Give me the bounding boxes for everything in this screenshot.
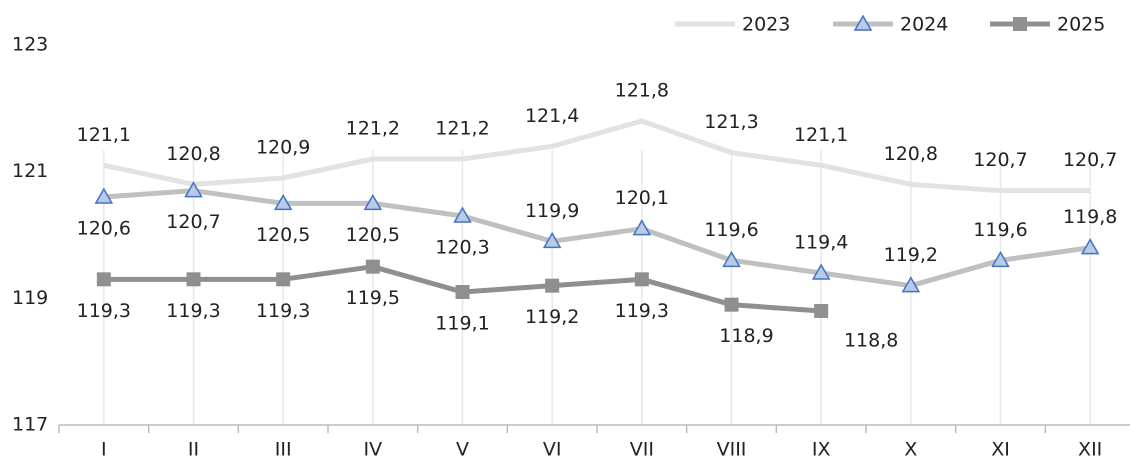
data-label: 120,5 [256,224,310,246]
data-label: 121,2 [435,118,489,140]
marker [365,259,380,274]
data-label: 120,9 [256,137,310,159]
data-label: 121,2 [346,118,400,140]
marker [814,304,829,318]
y-tick-label: 117 [12,414,48,436]
x-tick-label: IV [364,439,383,459]
x-tick-label: III [275,439,292,459]
marker [542,231,562,249]
data-label: 119,6 [973,219,1027,241]
data-label: 119,4 [794,232,848,254]
marker [186,272,201,287]
marker [455,285,470,299]
data-label: 119,3 [166,300,220,322]
x-tick-label: XII [1078,439,1102,459]
marker [184,181,203,198]
marker [722,250,741,268]
data-label: 118,8 [844,330,898,352]
y-tick-label: 119 [12,287,48,309]
data-label: 118,9 [719,325,773,347]
data-label: 120,8 [166,143,220,165]
data-label: 120,5 [346,224,400,246]
marker [632,219,652,236]
marker [545,278,560,293]
marker [991,250,1010,268]
marker [811,263,831,280]
marker [453,206,472,223]
legend-label: 2024 [900,14,948,36]
data-label: 119,2 [884,244,938,266]
data-label: 119,5 [346,287,400,309]
marker [1013,17,1027,31]
legend-label: 2023 [742,14,790,36]
series-line [103,188,1091,289]
data-label: 119,3 [615,300,669,322]
data-label: 120,6 [77,218,131,240]
marker [96,272,111,287]
data-label: 119,1 [435,313,489,335]
data-label: 120,1 [615,187,669,209]
data-label: 121,1 [77,124,131,146]
marker [276,272,291,287]
data-label: 119,2 [525,306,579,328]
marker [363,193,383,211]
data-label: 121,8 [615,80,669,102]
marker [1080,238,1100,255]
x-tick-label: IX [812,439,831,459]
y-tick-label: 123 [12,34,48,56]
data-label: 120,3 [435,237,489,259]
legend-label: 2025 [1057,14,1105,36]
data-label: 120,7 [973,149,1027,171]
marker [724,297,739,312]
x-tick-label: VI [543,439,562,459]
data-label: 119,6 [704,219,758,241]
data-label: 121,3 [704,111,758,133]
x-tick-label: VII [630,439,654,459]
x-tick-label: X [904,439,917,459]
data-label: 120,7 [166,211,220,233]
marker [273,193,293,211]
marker [901,276,921,293]
data-label: 119,3 [77,300,131,322]
marker [634,272,649,287]
marker [94,187,114,204]
marker [853,14,873,31]
data-label: 121,4 [525,105,579,127]
x-tick-label: II [188,439,199,459]
data-label: 119,8 [1063,206,1117,228]
x-tick-label: V [456,439,469,459]
data-label: 120,8 [884,143,938,165]
data-label: 119,9 [525,200,579,222]
data-label: 119,3 [256,300,310,322]
x-tick-label: VIII [717,439,747,459]
x-tick-label: I [101,439,107,459]
y-tick-label: 121 [12,160,48,182]
x-tick-label: XI [991,439,1010,459]
series-line [103,118,1091,194]
data-label: 121,1 [794,124,848,146]
data-label: 120,7 [1063,149,1117,171]
